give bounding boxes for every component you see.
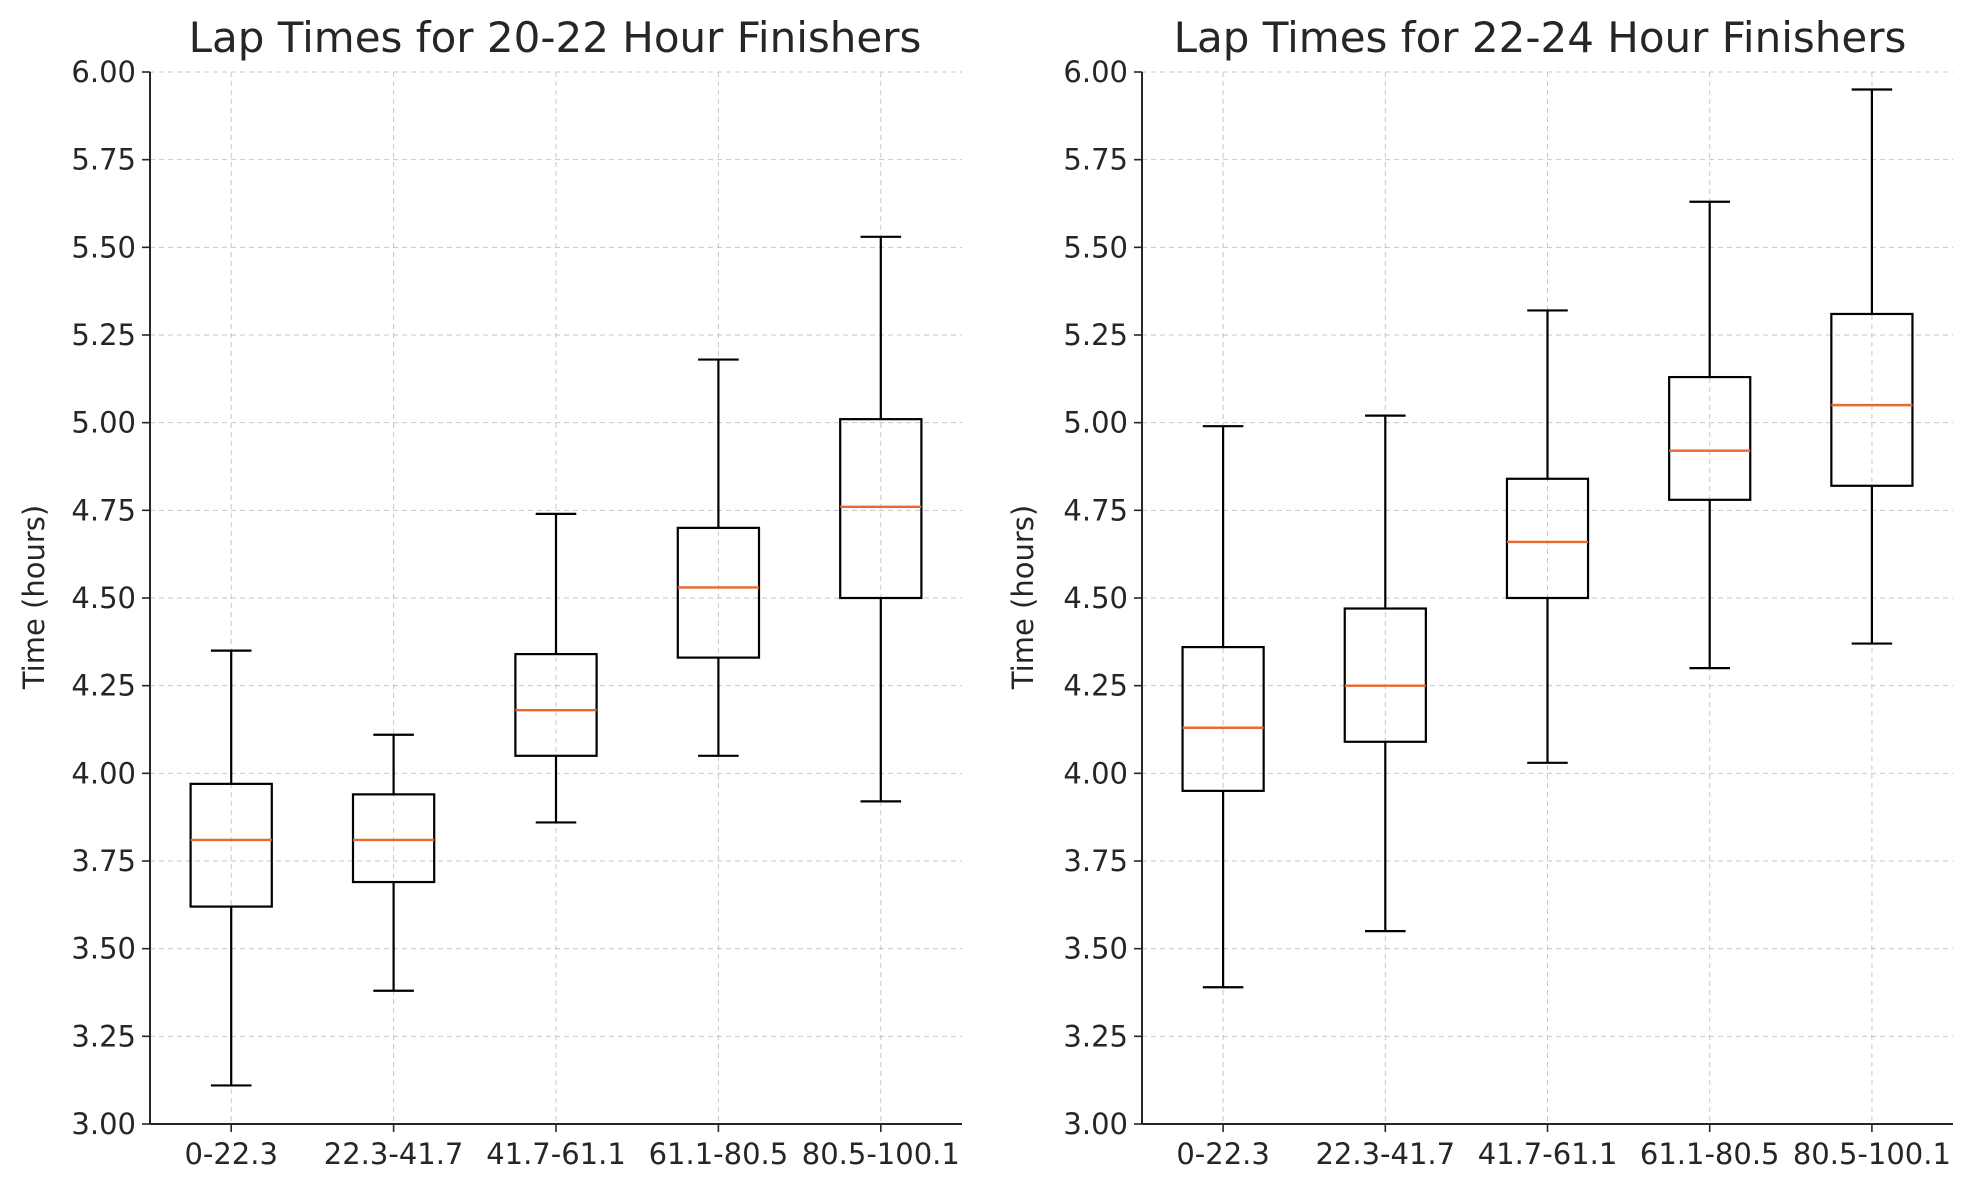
left-x-tick-label: 80.5-100.1 (802, 1137, 960, 1171)
interquartile-box (351, 793, 436, 884)
right-y-tick-label: 4.25 (1063, 669, 1128, 703)
left-y-tick-label: 5.50 (71, 230, 136, 264)
right-chart-panel: Lap Times for 22-24 Hour Finishers Time … (1006, 13, 1953, 1171)
right-y-tick-label: 3.25 (1063, 1019, 1128, 1053)
right-box-1 (1181, 425, 1265, 989)
left-x-tick-label: 61.1-80.5 (649, 1137, 789, 1171)
left-box-2 (351, 733, 436, 992)
right-y-tick-label: 4.50 (1063, 581, 1128, 615)
left-x-tick-label: 41.7-61.1 (486, 1137, 626, 1171)
left-y-tick-label: 4.75 (71, 493, 136, 527)
left-y-tick-label: 3.75 (71, 844, 136, 878)
right-x-tick-label: 61.1-80.5 (1640, 1137, 1780, 1171)
left-box-5 (839, 235, 923, 803)
right-y-tick-label: 4.75 (1063, 493, 1128, 527)
right-y-tick-label: 3.00 (1063, 1107, 1128, 1141)
left-x-tick-label: 0-22.3 (184, 1137, 278, 1171)
right-chart-title: Lap Times for 22-24 Hour Finishers (1174, 13, 1907, 62)
right-y-tick-label: 3.75 (1063, 844, 1128, 878)
left-chart-title: Lap Times for 20-22 Hour Finishers (189, 13, 922, 62)
right-x-tick-label: 22.3-41.7 (1315, 1137, 1455, 1171)
right-y-tick-label: 3.50 (1063, 932, 1128, 966)
interquartile-box (514, 653, 598, 757)
right-y-tick-label: 5.50 (1063, 230, 1128, 264)
left-x-tick-label: 22.3-41.7 (324, 1137, 464, 1171)
right-y-tick-label: 5.00 (1063, 406, 1128, 440)
left-y-tick-label: 3.25 (71, 1019, 136, 1053)
right-x-tick-label: 0-22.3 (1176, 1137, 1270, 1171)
left-y-axis-label: Time (hours) (17, 505, 51, 690)
right-axes: 3.00 3.25 3.50 3.75 4.00 4.25 4.50 4.75 5.00 5.25… (1063, 55, 1953, 1171)
right-x-tick-label: 41.7-61.1 (1478, 1137, 1618, 1171)
interquartile-box (1505, 477, 1590, 600)
left-y-tick-label: 4.50 (71, 581, 136, 615)
left-box-3 (514, 512, 598, 824)
left-y-tick-label: 5.25 (71, 318, 136, 352)
interquartile-box (1830, 312, 1914, 487)
right-box-5 (1830, 88, 1914, 645)
right-y-tick-label: 5.75 (1063, 143, 1128, 177)
right-box-3 (1505, 309, 1590, 764)
right-x-tick-label: 80.5-100.1 (1793, 1137, 1951, 1171)
left-y-tick-label: 4.25 (71, 669, 136, 703)
left-y-tick-label: 3.00 (71, 1107, 136, 1141)
left-box-1 (189, 649, 273, 1087)
interquartile-box (839, 418, 923, 600)
right-y-tick-label: 6.00 (1063, 55, 1128, 89)
right-y-tick-label: 4.00 (1063, 756, 1128, 790)
right-box-4 (1668, 200, 1752, 670)
left-y-tick-label: 3.50 (71, 932, 136, 966)
interquartile-box (1181, 645, 1265, 792)
interquartile-box (676, 526, 761, 659)
left-axes: 3.00 3.25 3.50 3.75 4.00 4.25 4.50 4.75 5.00 5.25… (71, 55, 962, 1171)
left-y-tick-label: 5.00 (71, 406, 136, 440)
right-box-2 (1343, 414, 1427, 933)
left-chart-panel: Lap Times for 20-22 Hour Finishers Time … (17, 13, 962, 1171)
right-y-axis-label: Time (hours) (1006, 505, 1040, 690)
interquartile-box (189, 782, 273, 908)
left-y-tick-label: 6.00 (71, 55, 136, 89)
left-y-tick-label: 5.75 (71, 143, 136, 177)
interquartile-box (1668, 375, 1752, 501)
left-y-tick-label: 4.00 (71, 756, 136, 790)
right-y-tick-label: 5.25 (1063, 318, 1128, 352)
left-box-4 (676, 358, 761, 757)
interquartile-box (1343, 607, 1427, 743)
